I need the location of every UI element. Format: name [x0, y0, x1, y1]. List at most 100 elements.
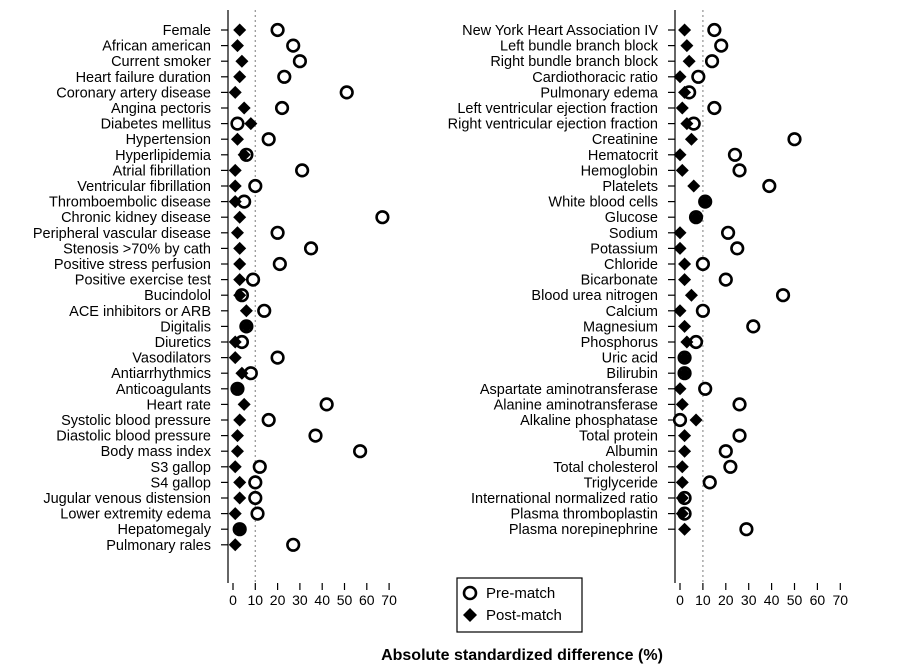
- post-match-point: [678, 319, 692, 333]
- post-match-point: [678, 351, 692, 365]
- post-match-point: [673, 226, 687, 240]
- legend-pre-match-marker: [462, 585, 478, 601]
- pre-match-point: [245, 272, 261, 287]
- right-category-label: Left ventricular ejection fraction: [457, 101, 658, 117]
- right-category-label: Aspartate aminotransferase: [480, 382, 658, 398]
- pre-match-point: [672, 412, 688, 428]
- left-x-tick-label: 60: [359, 592, 375, 608]
- pre-match-point: [739, 522, 754, 537]
- pre-match-point: [248, 475, 263, 490]
- right-category-label: Magnesium: [583, 319, 658, 335]
- post-match-point: [228, 195, 242, 209]
- left-x-tick-label: 40: [314, 592, 330, 608]
- right-category-label: Phosphorus: [581, 335, 658, 351]
- left-category-label: Coronary artery disease: [56, 85, 211, 101]
- post-match-point: [678, 429, 692, 443]
- pre-match-point: [286, 38, 301, 53]
- post-match-point: [237, 101, 251, 115]
- pre-match-point: [272, 256, 287, 272]
- post-match-point: [233, 210, 247, 224]
- pre-match-point: [723, 459, 738, 474]
- post-match-point: [230, 444, 244, 458]
- pre-match-point: [702, 475, 717, 490]
- right-category-label: Chloride: [604, 257, 658, 273]
- pre-match-point: [230, 116, 245, 131]
- right-category-label: Blood urea nitrogen: [531, 288, 658, 304]
- right-panel: 0 10 20 30 40 50 60 70 New York Heart Associatio…: [448, 10, 848, 608]
- pre-match-point: [257, 303, 272, 318]
- left-category-label: Positive stress perfusion: [54, 257, 211, 273]
- right-x-tick-label: 60: [810, 592, 826, 608]
- right-category-label: Creatinine: [592, 132, 658, 148]
- post-match-point: [678, 444, 692, 458]
- left-category-label: Anticoagulants: [116, 382, 211, 398]
- right-category-label: International normalized ratio: [471, 491, 658, 507]
- left-category-label: Atrial fibrillation: [113, 163, 211, 179]
- post-match-point: [244, 117, 258, 131]
- pre-match-point: [732, 428, 747, 443]
- left-category-label: Hypertension: [126, 132, 211, 148]
- pre-match-point: [252, 459, 267, 474]
- left-category-label: Hepatomegaly: [118, 522, 212, 538]
- left-category-label: Female: [163, 23, 211, 39]
- right-category-label: New York Heart Association IV: [462, 23, 658, 39]
- post-match-point: [228, 335, 242, 349]
- post-match-point: [673, 148, 687, 162]
- right-category-label: Potassium: [590, 241, 658, 257]
- post-match-point: [689, 413, 703, 427]
- pre-match-point: [718, 444, 733, 459]
- right-category-label: Plasma norepinephrine: [509, 522, 658, 538]
- right-category-label: Glucose: [605, 210, 658, 226]
- right-x-tick-label: 30: [741, 592, 757, 608]
- post-match-point: [680, 117, 694, 131]
- pre-match-point: [714, 38, 729, 53]
- right-category-label: Bicarbonate: [581, 273, 658, 289]
- post-match-point: [678, 23, 692, 37]
- left-category-label: Jugular venous distension: [43, 491, 211, 507]
- post-match-point: [675, 163, 689, 177]
- post-match-point: [675, 507, 689, 521]
- pre-match-point: [295, 163, 310, 178]
- right-category-label: Albumin: [606, 444, 658, 460]
- post-match-point: [235, 54, 249, 68]
- post-match-point: [233, 241, 247, 255]
- post-match-point: [675, 491, 689, 505]
- left-category-label: Digitalis: [160, 319, 211, 335]
- post-match-point: [228, 351, 242, 365]
- pre-match-point: [270, 22, 285, 38]
- pre-match-point: [691, 69, 706, 84]
- legend-post-match-marker: [463, 608, 477, 622]
- pre-match-point: [762, 178, 777, 194]
- right-category-label: Alanine aminotransferase: [494, 397, 658, 413]
- post-match-point: [230, 132, 244, 146]
- pre-match-point: [270, 350, 285, 365]
- pre-match-point: [704, 54, 720, 69]
- left-category-label: Vasodilators: [132, 351, 211, 367]
- post-match-point: [230, 226, 244, 240]
- post-match-point: [687, 179, 701, 193]
- pre-match-point: [718, 272, 733, 287]
- post-match-point: [233, 70, 247, 84]
- pre-match-point: [248, 178, 263, 194]
- pre-match-point: [727, 147, 743, 162]
- legend-post-match-label: Post-match: [486, 607, 562, 624]
- post-match-point: [235, 366, 249, 380]
- left-x-tick-label: 20: [270, 592, 286, 608]
- left-category-label: Antiarrhythmics: [111, 366, 211, 382]
- pre-match-point: [707, 22, 722, 38]
- left-category-label: Chronic kidney disease: [61, 210, 211, 226]
- post-match-point: [230, 382, 244, 396]
- right-category-label: Total cholesterol: [553, 460, 658, 476]
- post-match-point: [684, 132, 698, 146]
- post-match-point: [228, 507, 242, 521]
- left-category-label: Current smoker: [111, 54, 211, 70]
- legend-box: [456, 577, 583, 633]
- post-match-point: [673, 382, 687, 396]
- pre-match-point: [720, 225, 736, 240]
- post-match-point: [230, 39, 244, 53]
- left-category-label: Stenosis >70% by cath: [63, 241, 211, 257]
- right-category-label: Triglyceride: [584, 475, 658, 491]
- pre-match-point: [339, 85, 354, 100]
- post-match-point: [228, 538, 242, 552]
- pre-match-point: [308, 428, 323, 443]
